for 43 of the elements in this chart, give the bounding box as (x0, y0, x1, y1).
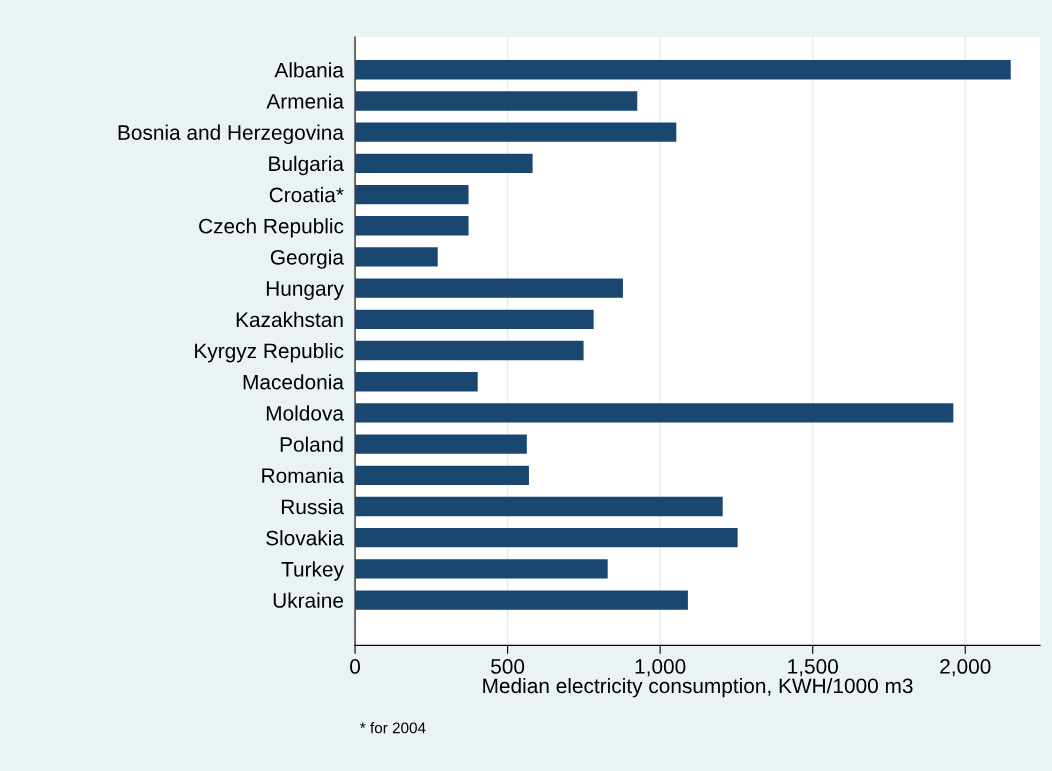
y-tick-label: Macedonia (243, 374, 344, 390)
bar (355, 60, 1011, 80)
y-tick-label: Turkey (281, 561, 344, 581)
x-axis-title: Median electricity consumption, KWH/1000 m3 (483, 677, 913, 698)
x-tick-label: 500 (491, 659, 525, 674)
y-tick-label: Georgia (270, 249, 344, 269)
y-tick-label: Russia (281, 498, 344, 515)
bar (355, 247, 438, 267)
bar (355, 465, 529, 485)
bar (355, 590, 688, 610)
bar (355, 372, 478, 392)
y-tick-label: Kyrgyz Republic (195, 342, 344, 363)
bar (355, 122, 677, 142)
y-tick-label: Slovakia (266, 530, 344, 546)
x-tick-label: 1,500 (788, 659, 838, 677)
bar (355, 403, 954, 423)
y-tick-label: Kazakhstan (236, 311, 343, 328)
bar (355, 278, 623, 298)
x-tick-label: 0 (350, 659, 361, 674)
text: * for 2004 (360, 722, 426, 734)
bar (355, 434, 527, 454)
y-tick-label: Hungary (266, 281, 344, 301)
bar (355, 91, 638, 111)
bar (355, 184, 469, 205)
y-tick-label: Croatia* (269, 187, 344, 203)
y-tick-label: Ukraine (273, 592, 344, 608)
y-tick-label: Albania (274, 62, 344, 78)
y-tick-label: Poland (280, 436, 343, 452)
y-tick-label: Bosnia and Herzegovina (118, 124, 344, 145)
bar (355, 309, 594, 329)
y-tick-label: Moldova (266, 405, 344, 421)
bar (355, 559, 608, 579)
y-tick-label: Czech Republic (199, 218, 344, 238)
y-tick-label: Bulgaria (269, 155, 344, 176)
y-tick-label: Armenia (266, 93, 344, 109)
x-tick-label: 2,000 (940, 659, 991, 677)
x-tick-label: 1,000 (635, 659, 686, 677)
bar (355, 153, 533, 174)
bar (355, 216, 469, 236)
bar (355, 340, 584, 361)
bar (355, 496, 723, 517)
bar (355, 528, 738, 548)
y-tick-label: Romania (262, 467, 344, 484)
